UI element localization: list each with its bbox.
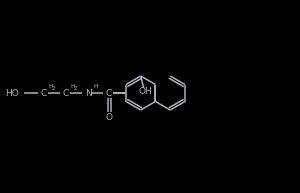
Text: HO: HO [5, 89, 19, 97]
Text: H: H [70, 84, 75, 89]
Text: C: C [41, 89, 47, 97]
Text: 2: 2 [52, 86, 56, 91]
Text: H: H [93, 85, 98, 90]
Text: H: H [48, 84, 53, 89]
Text: N: N [85, 89, 92, 97]
Text: 2: 2 [74, 86, 77, 91]
Text: C: C [106, 89, 112, 97]
Text: C: C [63, 89, 69, 97]
Text: O: O [106, 113, 112, 123]
Text: OH: OH [139, 87, 153, 96]
